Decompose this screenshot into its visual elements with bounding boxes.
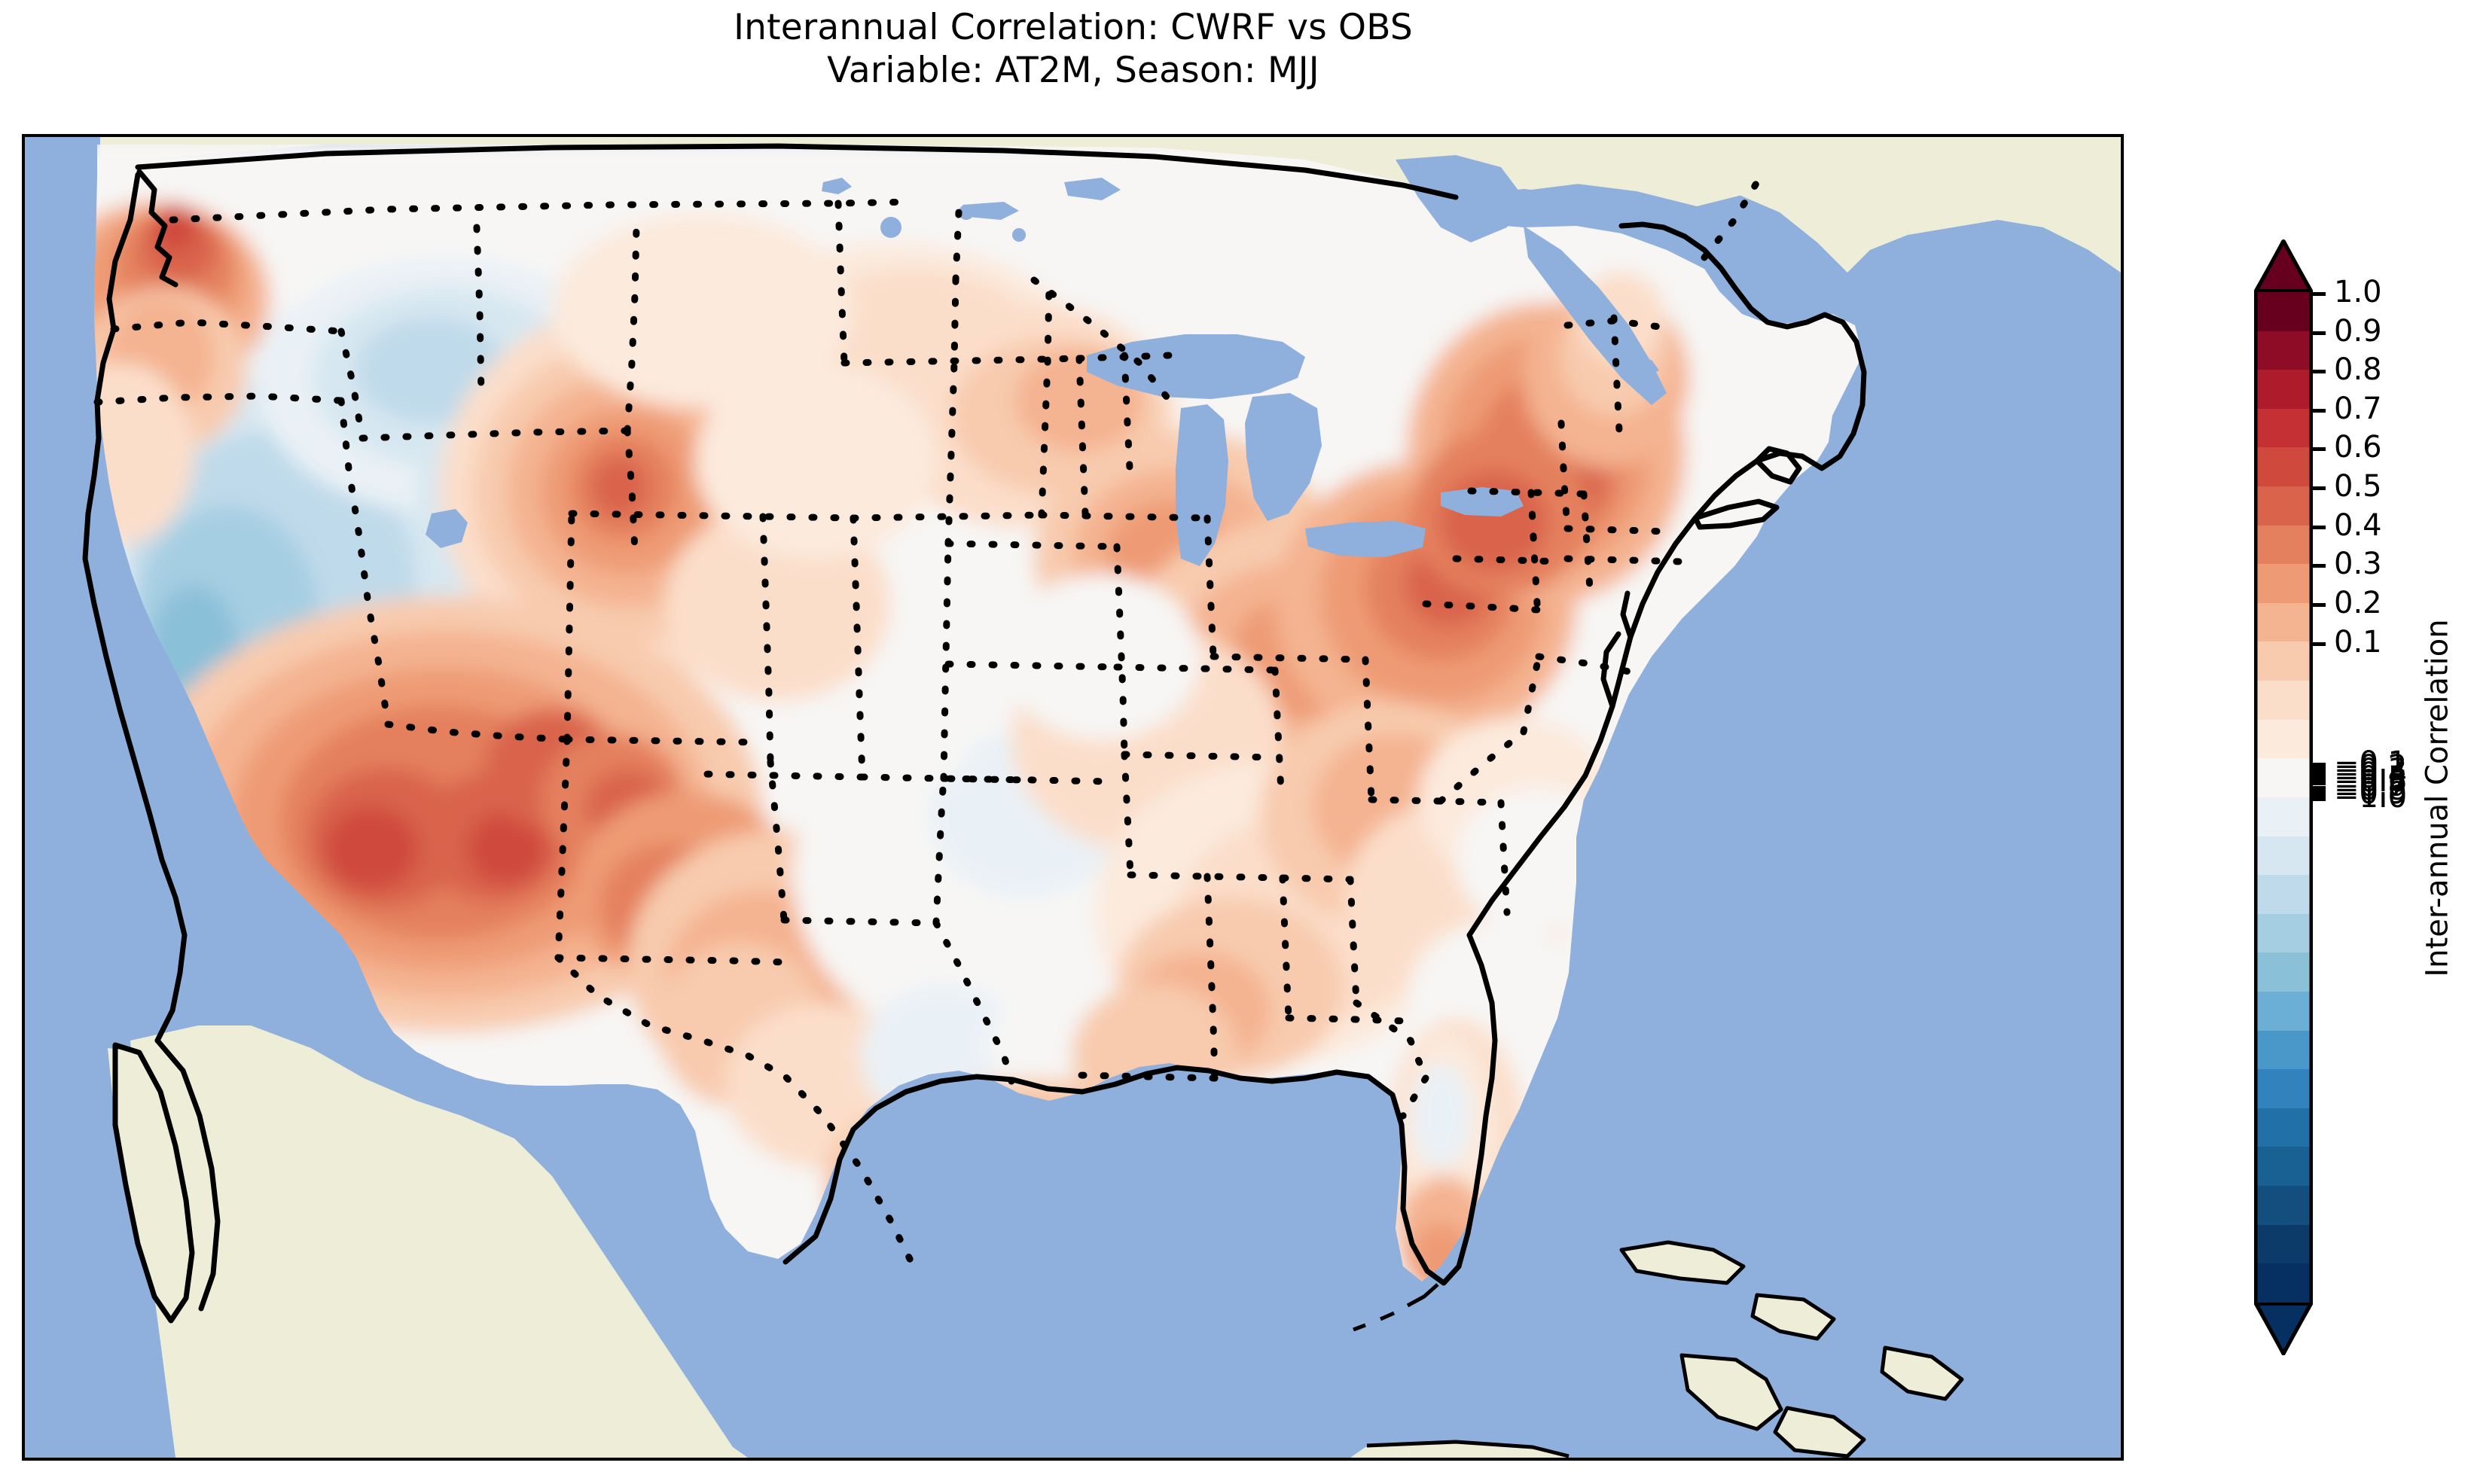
colorbar-band [2254,408,2313,448]
colorbar-tick-label: −0.9 [2334,776,2408,811]
state-borders-layer [93,178,1761,1270]
colorbar-band [2254,1108,2313,1147]
colorbar: 1.0 0.9 0.8 0.7 0.6 0.5 0.4 0.3 0.2 0.1 −0.1 −0.2 −0… [2241,226,2474,1370]
colorbar-axis-label-text: Inter-annual Correlation [2421,619,2456,977]
colorbar-tick-label: 0.3 [2334,547,2382,582]
colorbar-band [2254,1069,2313,1108]
colorbar-band [2254,1186,2313,1225]
colorbar-tick-label: 0.7 [2334,391,2382,426]
colorbar-tick-label: −0.7 [2334,768,2408,803]
colorbar-extend-bottom [2254,1303,2313,1355]
colorbar-tick-mark [2313,778,2326,782]
colorbar-band [2254,913,2313,953]
colorbar-tick-label: 0.5 [2334,469,2382,504]
colorbar-band [2254,447,2313,487]
colorbar-band [2254,1224,2313,1264]
colorbar-band [2254,991,2313,1031]
colorbar-ticks: 1.0 0.9 0.8 0.7 0.6 0.5 0.4 0.3 0.2 0.1 −0.1 −0.2 −0… [2313,275,2471,1303]
colorbar-band [2254,836,2313,876]
colorbar-tick-mark [2313,785,2326,790]
colorbar-tick-mark [2313,564,2326,568]
lakes-layer [426,155,1727,566]
colorbar-band [2254,641,2313,681]
colorbar-tick-mark [2313,774,2326,779]
colorbar-band [2254,719,2313,759]
colorbar-tick-label: 0.4 [2334,507,2382,543]
colorbar-tick-mark [2313,762,2326,766]
colorbar-band [2254,564,2313,603]
colorbar-tick-mark [2313,641,2326,646]
colorbar-tick-mark [2313,447,2326,452]
colorbar-tick-label: −1.0 [2334,780,2408,815]
figure-title: Interannual Correlation: CWRF vs OBS Var… [0,6,2146,93]
outside-land-layer [100,137,2121,1458]
colorbar-band [2254,875,2313,914]
colorbar-band [2254,525,2313,565]
coastline-layer [82,143,1867,1324]
colorbar-band [2254,486,2313,526]
colorbar-extend-top [2254,239,2313,292]
colorbar-tick-mark [2313,766,2326,770]
colorbar-band [2254,602,2313,642]
colorbar-band [2254,1030,2313,1070]
colorbar-tick-mark [2313,793,2326,797]
colorbar-tick-label: −0.1 [2334,745,2408,780]
colorbar-tick-label: −0.5 [2334,760,2408,796]
colorbar-band [2254,797,2313,836]
colorbar-tick-mark [2313,769,2326,774]
colorbar-tick-label: 0.8 [2334,352,2382,388]
map-axes [22,134,2124,1461]
colorbar-tick-label: −0.2 [2334,748,2408,784]
colorbar-tick-mark [2313,486,2326,491]
colorbar-tick-mark [2313,525,2326,529]
colorbar-tick-mark [2313,782,2326,786]
colorbar-band [2254,331,2313,370]
colorbar-axis-label: Inter-annual Correlation [2415,226,2460,1370]
colorbar-bands [2254,292,2313,1303]
map-canvas [25,137,2121,1458]
colorbar-band [2254,292,2313,331]
colorbar-tick-label: −0.8 [2334,772,2408,807]
colorbar-tick-label: 0.6 [2334,430,2382,465]
colorbar-tick-label: −0.6 [2334,764,2408,800]
title-line-2: Variable: AT2M, Season: MJJ [827,50,1319,92]
colorbar-band [2254,681,2313,720]
colorbar-band [2254,1263,2313,1303]
colorbar-tick-mark [2313,370,2326,374]
colorbar-tick-mark [2313,789,2326,794]
colorbar-tick-label: −0.3 [2334,752,2408,788]
colorbar-tick-label: 1.0 [2334,275,2382,309]
colorbar-tick-label: 0.2 [2334,585,2382,620]
colorbar-band [2254,370,2313,409]
colorbar-tick-mark [2313,602,2326,607]
colorbar-tick-mark [2313,797,2326,801]
colorbar-tick-label: −0.4 [2334,757,2408,792]
national-boundaries [1353,1240,1964,1458]
colorbar-tick-mark [2313,408,2326,413]
colorbar-band [2254,1147,2313,1187]
colorbar-tick-label: 0.1 [2334,624,2382,660]
colorbar-tick-mark [2313,331,2326,335]
colorbar-tick-label: 0.9 [2334,313,2382,349]
colorbar-band [2254,758,2313,797]
title-line-1: Interannual Correlation: CWRF vs OBS [734,7,1413,48]
colorbar-tick-mark [2313,292,2326,296]
colorbar-band [2254,952,2313,992]
